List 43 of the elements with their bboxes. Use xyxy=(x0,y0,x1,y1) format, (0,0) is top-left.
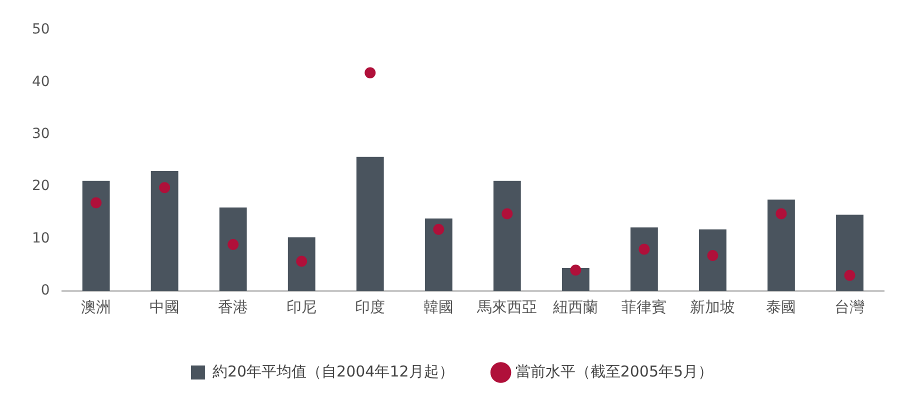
point xyxy=(844,270,856,281)
y-tick-label: 20 xyxy=(32,178,50,194)
bar xyxy=(424,218,452,291)
x-tick-label: 澳洲 xyxy=(81,298,112,316)
bar xyxy=(150,170,178,291)
point xyxy=(776,208,787,220)
y-tick-label: 0 xyxy=(40,282,50,299)
x-tick-label: 香港 xyxy=(218,298,248,316)
y-tick-label: 40 xyxy=(32,74,50,90)
bar xyxy=(630,227,658,291)
x-tick-label: 菲律賓 xyxy=(622,298,667,316)
point xyxy=(638,244,650,255)
bar xyxy=(82,180,110,291)
x-tick-label: 台灣 xyxy=(834,298,865,316)
point xyxy=(90,197,102,208)
x-tick-label: 馬來西亞 xyxy=(476,298,538,316)
point xyxy=(364,67,376,78)
x-tick-label: 新加坡 xyxy=(690,298,736,316)
point xyxy=(296,256,308,267)
x-tick-label: 紐西蘭 xyxy=(552,298,598,316)
y-tick-label: 30 xyxy=(32,126,50,142)
bar xyxy=(288,237,316,291)
bar xyxy=(836,214,864,291)
x-tick-label: 印度 xyxy=(355,298,386,316)
bar xyxy=(699,229,726,291)
bar xyxy=(768,200,795,291)
point xyxy=(159,182,170,194)
point xyxy=(433,224,444,235)
y-tick-label: 50 xyxy=(32,22,50,38)
x-tick-label: 泰國 xyxy=(766,298,796,316)
bar xyxy=(493,180,521,291)
legend-label: 約20年平均值（自2004年12月起） xyxy=(212,362,454,380)
bar xyxy=(356,156,384,291)
y-tick-label: 10 xyxy=(32,230,50,246)
x-tick-label: 中國 xyxy=(150,298,180,316)
x-tick-label: 印尼 xyxy=(286,298,317,316)
point xyxy=(707,250,718,262)
point xyxy=(502,208,513,220)
x-tick-label: 韓國 xyxy=(424,298,454,316)
point xyxy=(570,264,582,276)
bar xyxy=(219,207,247,291)
point xyxy=(228,239,239,250)
legend-label: 當前水平（截至2005年5月） xyxy=(515,362,714,380)
